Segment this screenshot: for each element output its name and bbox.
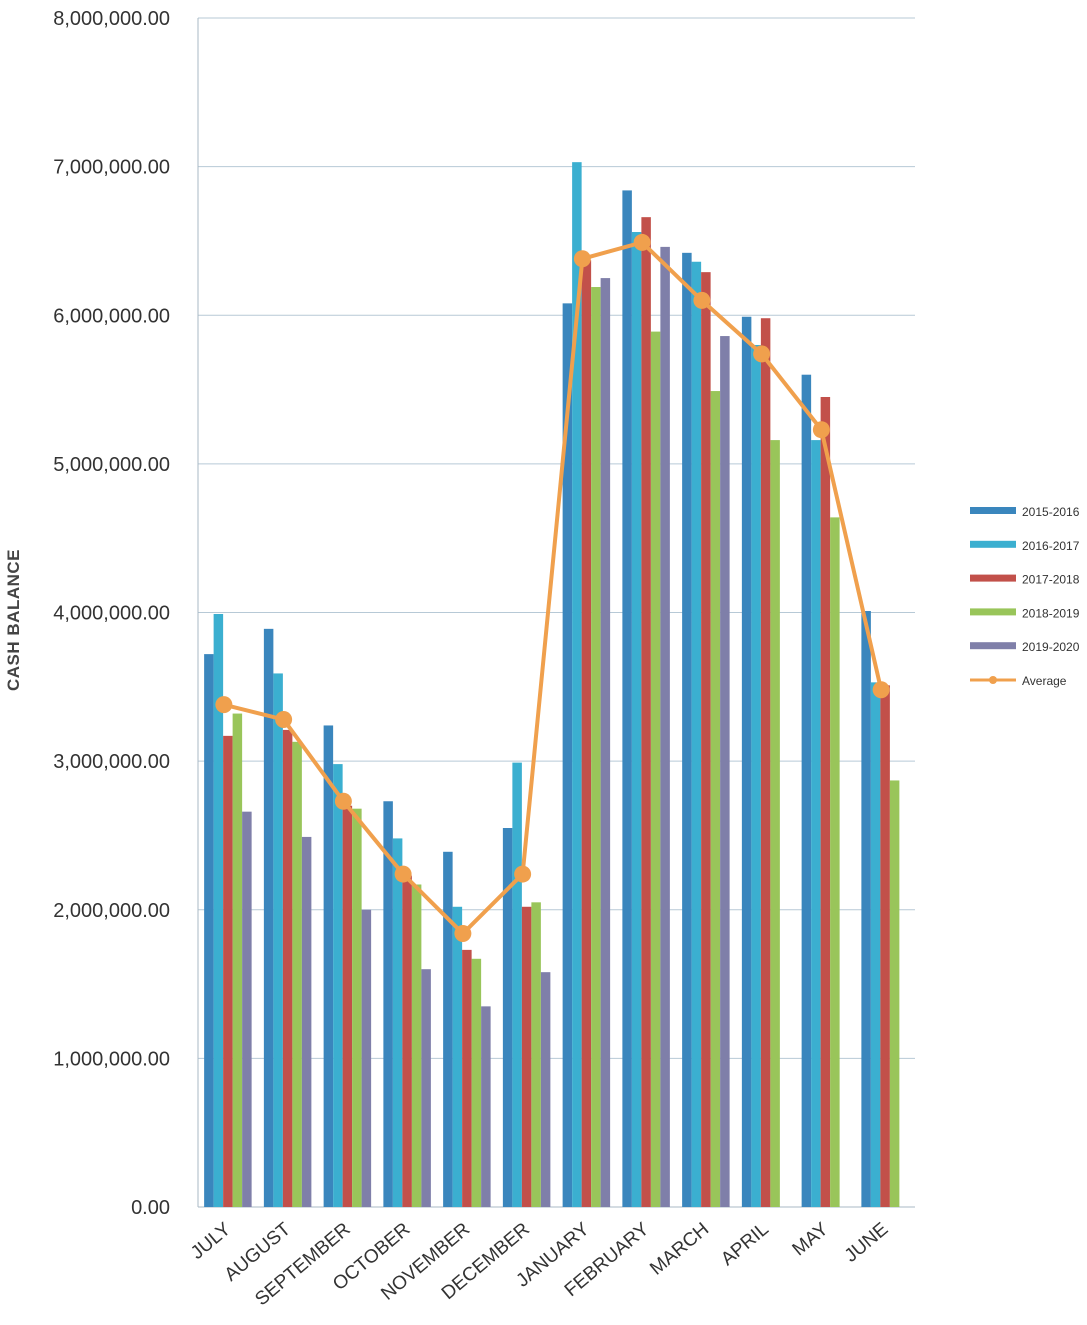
bar (701, 272, 711, 1207)
x-tick-label: JUNE (841, 1219, 893, 1267)
bar (223, 735, 233, 1207)
legend-label: 2017-2018 (1022, 573, 1080, 587)
bar (361, 909, 372, 1207)
average-point (394, 865, 412, 883)
bar (801, 374, 812, 1207)
bar (540, 972, 551, 1207)
legend-label: 2015-2016 (1022, 505, 1080, 519)
bar (263, 628, 274, 1207)
y-tick-label: 7,000,000.00 (53, 157, 170, 179)
bar (861, 611, 871, 1207)
bar (600, 278, 611, 1207)
bar (720, 336, 730, 1207)
bar (301, 836, 312, 1207)
bar (682, 252, 692, 1207)
bar (641, 217, 651, 1208)
bar (421, 969, 431, 1207)
bar (273, 673, 283, 1207)
y-tick-label: 3,000,000.00 (53, 751, 170, 773)
bar (581, 260, 592, 1207)
bar (830, 517, 840, 1207)
average-point (573, 250, 591, 268)
bar (751, 344, 761, 1208)
average-point (812, 421, 830, 439)
average-point (872, 681, 890, 699)
bar (213, 613, 224, 1207)
average-point (753, 345, 771, 363)
bar (562, 303, 573, 1207)
bar (242, 811, 252, 1207)
bar (443, 851, 453, 1207)
bar (342, 805, 353, 1207)
legend-label: 2019-2020 (1022, 640, 1080, 654)
y-tick-label: 2,000,000.00 (53, 900, 170, 922)
legend-swatch (970, 574, 1016, 582)
legend-label: Average (1022, 674, 1067, 688)
bar (411, 884, 422, 1207)
average-point (334, 792, 352, 810)
bar (770, 440, 780, 1208)
y-tick-label: 5,000,000.00 (53, 454, 170, 476)
x-tick-label: MARCH (646, 1219, 713, 1280)
bar (760, 318, 771, 1207)
bar (292, 741, 302, 1207)
bar (622, 190, 632, 1207)
y-tick-label: 4,000,000.00 (53, 603, 170, 625)
bar (333, 764, 343, 1207)
bar (820, 396, 831, 1207)
legend-swatch (970, 608, 1016, 616)
legend-swatch (970, 540, 1016, 548)
legend-swatch (970, 642, 1016, 650)
bar (591, 287, 601, 1208)
average-point (514, 865, 532, 883)
average-point (215, 696, 233, 714)
average-point (275, 711, 293, 729)
bar (710, 391, 721, 1208)
average-point (454, 925, 472, 943)
bar (512, 762, 522, 1207)
x-tick-label: MAY (789, 1219, 833, 1261)
bar (811, 440, 821, 1208)
bar (323, 725, 334, 1207)
bar (383, 801, 393, 1207)
average-line (223, 240, 884, 936)
bar (402, 875, 412, 1207)
bar (204, 654, 214, 1207)
bar (660, 246, 670, 1207)
bar (462, 949, 472, 1207)
bar (880, 685, 890, 1207)
legend-label: 2018-2019 (1022, 606, 1080, 620)
bar (531, 902, 541, 1207)
bar (232, 713, 243, 1207)
bar (471, 958, 482, 1207)
legend-swatch (970, 507, 1016, 514)
bar (392, 838, 403, 1207)
y-tick-label: 8,000,000.00 (53, 8, 170, 30)
bar (650, 331, 661, 1207)
bar (691, 261, 702, 1207)
bar (352, 808, 362, 1207)
average-point (633, 233, 651, 251)
y-tick-label: 0.00 (131, 1197, 170, 1219)
x-tick-label: APRIL (717, 1219, 773, 1270)
bar (631, 232, 642, 1207)
y-tick-label: 1,000,000.00 (53, 1048, 170, 1070)
bar (481, 1006, 491, 1207)
legend-line-marker (989, 676, 997, 684)
bar (452, 906, 463, 1207)
bar (889, 780, 900, 1207)
bar (572, 162, 582, 1207)
bar (870, 682, 881, 1207)
bar (521, 906, 532, 1207)
y-tick-label: 6,000,000.00 (53, 305, 170, 327)
bar (502, 828, 513, 1207)
average-point (693, 291, 711, 309)
bar (741, 316, 752, 1208)
legend-label: 2016-2017 (1022, 539, 1080, 553)
y-axis-title: CASH BALANCE (4, 549, 23, 691)
bar (282, 729, 293, 1207)
x-tick-label: JULY (187, 1219, 235, 1264)
